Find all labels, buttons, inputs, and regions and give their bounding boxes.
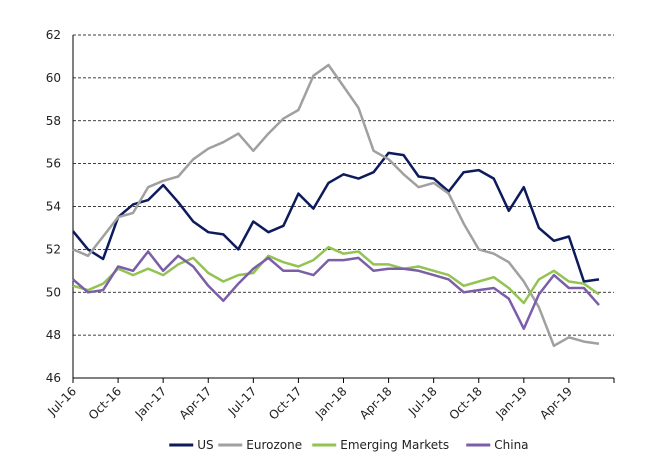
x-tick-label: Jul-18 <box>405 384 440 419</box>
series-line <box>72 250 600 330</box>
x-tick-label: Apr-18 <box>357 384 395 422</box>
x-tick-label: Apr-19 <box>537 384 575 422</box>
x-tick-label: Oct-18 <box>446 384 484 422</box>
series-line <box>72 245 600 305</box>
y-tick-label: 54 <box>46 200 61 214</box>
legend-label: China <box>494 438 528 452</box>
y-tick-label: 46 <box>46 371 61 385</box>
series-line <box>72 63 600 348</box>
x-tick-label: Jul-17 <box>225 384 260 419</box>
y-tick-label: 56 <box>46 157 61 171</box>
x-tick-label: Oct-17 <box>266 384 304 422</box>
legend-label: US <box>197 438 213 452</box>
x-tick-label: Oct-16 <box>86 384 124 422</box>
y-tick-label: 48 <box>46 328 61 342</box>
y-tick-label: 50 <box>46 285 61 299</box>
x-tick-label: Jan-17 <box>132 384 170 422</box>
x-tick-label: Jan-19 <box>492 384 530 422</box>
x-tick-label: Jan-18 <box>312 384 350 422</box>
legend-label: Eurozone <box>246 438 302 452</box>
y-tick-label: 58 <box>46 114 61 128</box>
legend-label: Emerging Markets <box>340 438 449 452</box>
y-tick-label: 52 <box>46 242 61 256</box>
x-tick-label: Apr-17 <box>176 384 214 422</box>
x-tick-label: Jul-16 <box>44 384 79 419</box>
y-tick-label: 60 <box>46 71 61 85</box>
series-line <box>72 151 600 283</box>
y-tick-label: 62 <box>46 28 61 42</box>
